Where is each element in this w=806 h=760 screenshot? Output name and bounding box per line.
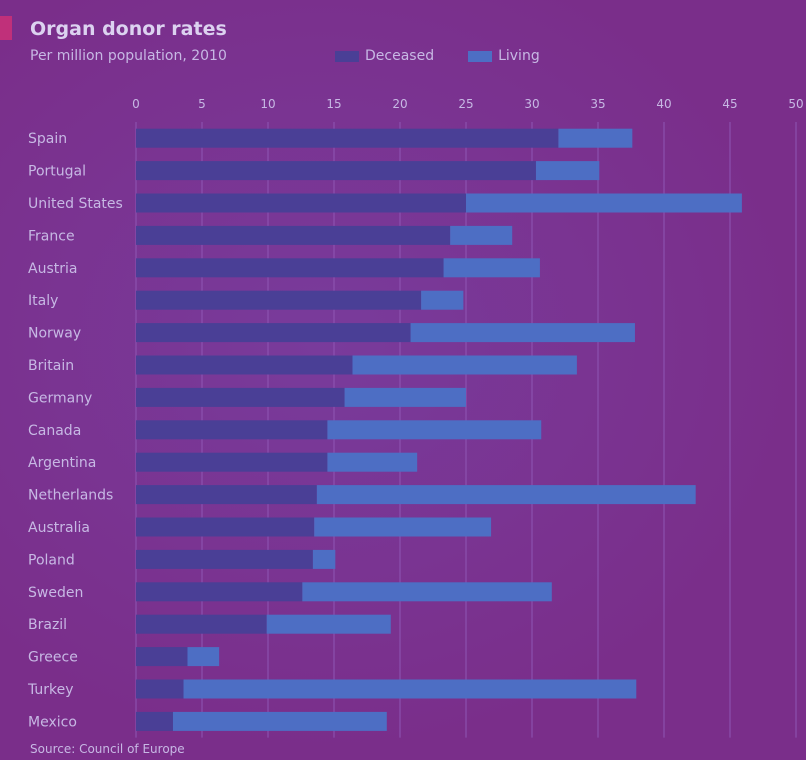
bar-portugal-living — [535, 161, 600, 181]
legend-swatch-living — [468, 50, 493, 62]
category-label-brazil: Brazil — [28, 617, 67, 633]
bar-britain-deceased — [136, 355, 353, 375]
x-tick-label-20: 20 — [392, 97, 407, 111]
bar-canada-deceased — [136, 420, 328, 440]
bar-poland-deceased — [136, 549, 313, 569]
bar-chart: 0 5 10 15 20 25 30 35 40 45 50 Spain Portugal United … — [27, 97, 804, 738]
x-tick-label-10: 10 — [260, 97, 275, 111]
bar-norway-deceased — [136, 323, 411, 343]
bar-france-deceased — [136, 225, 451, 245]
x-tick-label-40: 40 — [656, 97, 671, 111]
bar-sweden-deceased — [136, 582, 303, 602]
bar-britain-living — [352, 355, 577, 375]
bar-united-states-living — [466, 193, 742, 213]
bar-turkey-deceased — [136, 679, 184, 699]
bar-sweden-living — [302, 582, 552, 602]
chart-subtitle: Per million population, 2010 — [30, 48, 227, 64]
bar-netherlands-deceased — [136, 485, 317, 505]
bar-australia-deceased — [136, 517, 315, 537]
legend-label-living: Living — [498, 48, 540, 64]
x-tick-label-30: 30 — [524, 97, 539, 111]
category-label-united-states: United States — [28, 196, 123, 212]
brand-corner-mark — [0, 16, 12, 40]
category-label-greece: Greece — [28, 650, 78, 666]
bar-netherlands-living — [316, 485, 696, 505]
chart-title: Organ donor rates — [30, 18, 227, 40]
category-label-portugal: Portugal — [28, 164, 86, 180]
bar-italy-deceased — [136, 290, 422, 310]
bar-germany-living — [344, 387, 466, 407]
bar-greece-deceased — [136, 647, 188, 667]
bar-spain-living — [558, 128, 633, 148]
category-label-australia: Australia — [28, 520, 90, 536]
bar-italy-living — [421, 290, 464, 310]
category-label-austria: Austria — [28, 261, 77, 277]
legend-item-living: Living — [468, 48, 540, 64]
bar-greece-living — [187, 647, 220, 667]
legend-item-deceased: Deceased — [335, 48, 434, 64]
bar-argentina-living — [327, 452, 418, 472]
category-label-poland: Poland — [28, 552, 75, 568]
bar-canada-living — [327, 420, 542, 440]
bar-mexico-living — [172, 711, 387, 731]
bar-mexico-deceased — [136, 711, 173, 731]
category-label-sweden: Sweden — [28, 585, 83, 601]
category-label-turkey: Turkey — [27, 682, 74, 698]
bar-austria-deceased — [136, 258, 444, 278]
category-label-norway: Norway — [28, 326, 81, 342]
x-tick-label-0: 0 — [132, 97, 140, 111]
bar-norway-living — [410, 323, 635, 343]
x-tick-label-25: 25 — [458, 97, 473, 111]
x-tick-label-5: 5 — [198, 97, 206, 111]
bar-argentina-deceased — [136, 452, 328, 472]
bar-poland-living — [312, 549, 336, 569]
category-label-mexico: Mexico — [28, 714, 77, 730]
bar-united-states-deceased — [136, 193, 466, 213]
legend-label-deceased: Deceased — [365, 48, 435, 64]
x-tick-label-50: 50 — [788, 97, 803, 111]
x-tick-label-45: 45 — [722, 97, 737, 111]
category-label-france: France — [28, 228, 75, 244]
chart-source: Source: Council of Europe — [30, 742, 185, 756]
bar-turkey-living — [183, 679, 637, 699]
bar-portugal-deceased — [136, 161, 536, 181]
bar-germany-deceased — [136, 387, 345, 407]
legend: Deceased Living — [335, 48, 564, 64]
category-label-argentina: Argentina — [28, 455, 96, 471]
category-label-germany: Germany — [28, 390, 92, 406]
legend-swatch-deceased — [335, 50, 359, 62]
bar-brazil-deceased — [136, 614, 267, 634]
x-tick-label-15: 15 — [326, 97, 341, 111]
category-label-britain: Britain — [28, 358, 74, 374]
x-tick-label-35: 35 — [590, 97, 605, 111]
category-label-italy: Italy — [28, 293, 58, 309]
category-label-canada: Canada — [28, 423, 81, 439]
category-label-spain: Spain — [28, 131, 67, 147]
category-label-netherlands: Netherlands — [28, 488, 113, 504]
bar-brazil-living — [266, 614, 391, 634]
bar-spain-deceased — [136, 128, 559, 148]
bar-australia-living — [314, 517, 492, 537]
bar-austria-living — [443, 258, 540, 278]
bar-france-living — [450, 225, 513, 245]
